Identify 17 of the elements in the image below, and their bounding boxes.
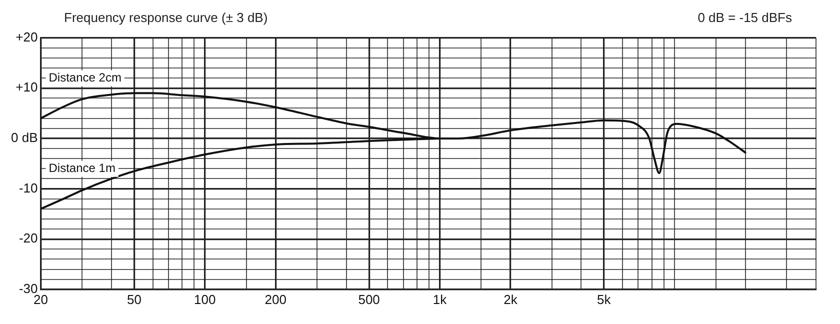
chart-title: Frequency response curve (± 3 dB) <box>64 10 268 25</box>
text: 0 dB = -15 dBFs <box>698 10 792 25</box>
x-tick-label: 2k <box>504 292 518 307</box>
x-tick-label: 5k <box>597 292 612 307</box>
series-label: Distance 2cm <box>48 70 122 85</box>
y-tick-label: 0 dB <box>10 130 38 146</box>
x-tick-label: 200 <box>264 292 286 307</box>
x-tick-label: 100 <box>194 292 216 307</box>
x-tick-label: 500 <box>358 292 380 307</box>
y-tick-label: -30 <box>18 280 38 296</box>
y-tick-label: +10 <box>16 80 38 95</box>
x-tick-label: 50 <box>126 292 142 307</box>
y-tick-label: +20 <box>16 29 38 44</box>
series-label: Distance 1m <box>48 161 116 176</box>
x-tick-label: 1k <box>432 292 448 307</box>
y-tick-label: -20 <box>18 230 38 246</box>
y-tick-label: -10 <box>18 180 38 196</box>
